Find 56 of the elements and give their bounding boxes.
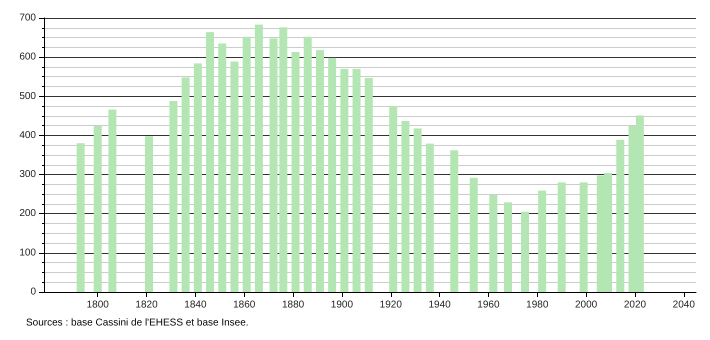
source-note: Sources : base Cassini de l'EHESS et base Insee. — [26, 318, 249, 328]
bar — [218, 43, 226, 292]
y-tick-label: 200 — [19, 208, 36, 220]
x-tick-label: 1860 — [233, 300, 256, 310]
bar — [328, 58, 336, 292]
x-tick-label: 2000 — [574, 300, 598, 310]
bar — [426, 144, 434, 292]
bar — [401, 120, 410, 292]
x-tick-label: 2040 — [672, 300, 696, 310]
x-tick-label: 1800 — [86, 300, 110, 310]
bar — [76, 143, 85, 292]
bar — [230, 61, 238, 292]
bar — [182, 77, 190, 292]
bar — [389, 106, 398, 292]
x-tick-label: 2020 — [624, 300, 647, 310]
bar — [450, 150, 458, 292]
bar — [558, 182, 566, 292]
bar — [194, 63, 202, 292]
y-tick-label: 0 — [30, 286, 36, 298]
bar — [169, 100, 178, 292]
bar — [316, 50, 324, 292]
bar — [206, 32, 214, 292]
y-tick-label: 600 — [19, 52, 36, 63]
bar — [489, 194, 498, 292]
bar — [538, 190, 546, 292]
bar — [504, 202, 512, 292]
y-tick-label: 500 — [19, 90, 36, 102]
x-tick-label: 1880 — [282, 300, 305, 310]
y-tick-label: 100 — [19, 247, 36, 258]
bar — [145, 136, 154, 292]
bar — [580, 182, 588, 292]
y-tick-label: 400 — [19, 130, 36, 141]
bar — [279, 27, 288, 292]
bar — [242, 36, 251, 292]
bar — [470, 178, 478, 292]
bar — [254, 24, 263, 292]
x-tick-label: 1940 — [428, 300, 452, 310]
bar — [521, 212, 530, 292]
y-tick-label: 700 — [19, 12, 36, 24]
bar — [108, 110, 116, 292]
x-tick-label: 1960 — [477, 300, 500, 310]
y-tick-label: 300 — [19, 169, 36, 180]
x-tick-label: 1900 — [330, 300, 354, 310]
bar — [616, 140, 624, 292]
bar — [364, 78, 373, 292]
bar — [270, 38, 278, 292]
bar — [352, 68, 361, 292]
x-tick-label: 1820 — [135, 300, 158, 310]
bar — [304, 36, 312, 292]
x-tick-label: 1980 — [526, 300, 549, 310]
x-tick-label: 1920 — [380, 300, 402, 310]
bar — [414, 128, 422, 292]
bar — [292, 52, 300, 292]
bar — [340, 68, 348, 292]
bar — [94, 126, 102, 292]
x-tick-label: 1840 — [184, 300, 207, 310]
